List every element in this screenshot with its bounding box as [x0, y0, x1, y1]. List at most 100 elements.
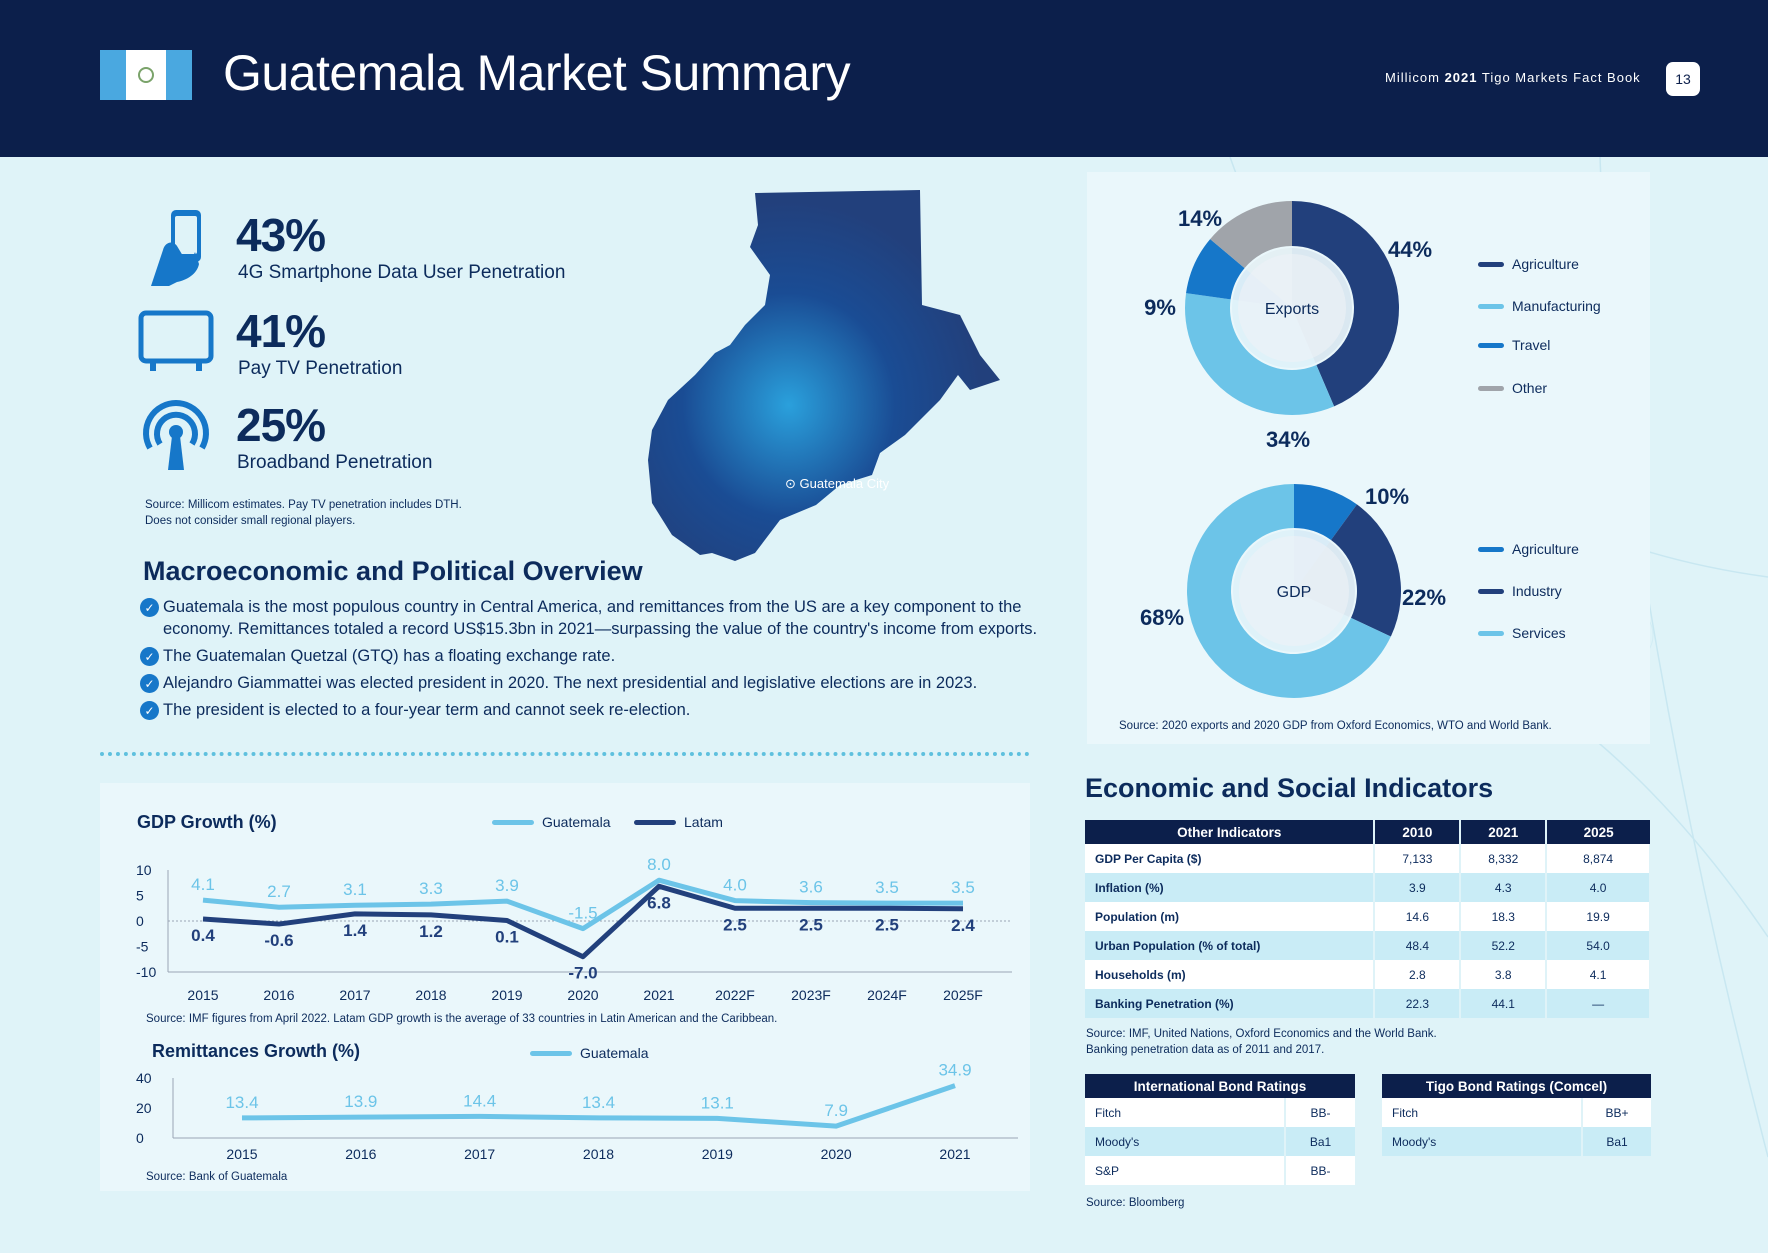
econ-source: Source: IMF, United Nations, Oxford Econ… [1086, 1028, 1437, 1056]
col-header-2025: 2025 [1546, 820, 1650, 844]
table-cell: 4.1 [1546, 960, 1651, 989]
table-row: GDP Per Capita ($) 7,133 8,332 8,874 [1085, 844, 1651, 873]
table-cell: 54.0 [1546, 931, 1651, 960]
remit-chart-title: Remittances Growth (%) [152, 1041, 361, 1061]
exports-legend-agriculture: Agriculture [1478, 256, 1579, 272]
y-tick-label: -5 [136, 939, 149, 955]
data-label: 6.8 [647, 893, 671, 912]
data-label: -7.0 [568, 964, 597, 983]
broadband-antenna-icon [143, 400, 209, 470]
table-cell: 48.4 [1374, 931, 1462, 960]
x-tick-label: 2018 [583, 1146, 614, 1160]
table-cell: Households (m) [1085, 960, 1376, 989]
data-label: 3.5 [951, 878, 975, 897]
gdp-growth-chart: 10 5 0 -5 -10 2015 2016 2017 2018 2019 2020 2021 202… [136, 855, 1012, 1003]
x-tick-label: 2025F [943, 987, 983, 1003]
tv-icon [138, 310, 214, 371]
donut-value-label: 68% [1140, 605, 1184, 630]
tigo-bond-title: Tigo Bond Ratings (Comcel) [1382, 1074, 1651, 1098]
exports-legend-manufacturing: Manufacturing [1478, 298, 1601, 314]
x-tick-label: 2016 [345, 1146, 376, 1160]
donut-value-label: 22% [1402, 585, 1446, 610]
donut-center [1238, 254, 1346, 362]
x-tick-label: 2017 [339, 987, 370, 1003]
table-cell: 8,874 [1546, 844, 1651, 873]
data-label: 13.4 [582, 1093, 615, 1112]
donut-value-label: 44% [1388, 237, 1432, 262]
gdp-chart-title: GDP Growth (%) [137, 812, 277, 832]
table-cell: 4.0 [1546, 873, 1651, 902]
table-row: Banking Penetration (%) 22.3 44.1— [1085, 989, 1651, 1018]
guatemala-flag-icon [100, 50, 192, 100]
table-row: Households (m) 2.8 3.8 4.1 [1085, 960, 1651, 989]
check-icon: ✓ [140, 647, 159, 666]
table-cell: Fitch [1085, 1098, 1286, 1127]
x-tick-label: 2018 [415, 987, 446, 1003]
data-label: 2.7 [267, 882, 291, 901]
remit-legend-guatemala: Guatemala [530, 1045, 648, 1061]
data-label: 2.4 [951, 916, 975, 935]
col-header-2021: 2021 [1460, 820, 1548, 844]
table-cell: BB- [1285, 1098, 1355, 1127]
data-label: 3.6 [799, 878, 823, 897]
kpi-label-broadband: Broadband Penetration [237, 452, 433, 473]
data-label: -1.5 [568, 904, 597, 923]
page-title: Guatemala Market Summary [223, 45, 851, 101]
check-icon: ✓ [140, 701, 159, 720]
table-cell: Population (m) [1085, 902, 1376, 931]
map-city-label: ⊙ Guatemala City [785, 476, 890, 491]
data-label: 1.2 [419, 922, 443, 941]
table-cell: Moody's [1085, 1127, 1286, 1156]
bond-source: Source: Bloomberg [1086, 1197, 1185, 1209]
kpi-source-note: Source: Millicom estimates. Pay TV penet… [145, 499, 462, 527]
table-cell: Banking Penetration (%) [1085, 989, 1376, 1018]
list-item: ✓ The Guatemalan Quetzal (GTQ) has a floa… [140, 645, 1040, 667]
list-item: ✓ Guatemala is the most populous country… [140, 596, 1040, 640]
remittances-growth-chart: 40 20 0 2015 2016 2017 2018 2019 2020 2021 13.4 13.… [136, 1061, 1018, 1160]
table-cell: 18.3 [1460, 902, 1548, 931]
data-label: 0.4 [191, 926, 215, 945]
x-tick-label: 2020 [821, 1146, 852, 1160]
y-tick-label: 0 [136, 1130, 144, 1146]
gdp-legend-industry: Industry [1478, 583, 1562, 599]
econ-indicators-table: Other Indicators 2010 2021 2025 GDP Per … [1085, 820, 1651, 1018]
donut-slice-agriculture [1292, 201, 1399, 407]
data-label: 2.5 [723, 915, 747, 934]
y-tick-label: 0 [136, 913, 144, 929]
data-label: 3.3 [419, 879, 443, 898]
table-cell: Fitch [1382, 1098, 1583, 1127]
gdp-chart-source: Source: IMF figures from April 2022. Lat… [146, 1013, 778, 1025]
table-row: S&P BB- [1085, 1156, 1355, 1185]
data-label: 3.1 [343, 880, 367, 899]
x-tick-label: 2015 [187, 987, 218, 1003]
table-header-row: Tigo Bond Ratings (Comcel) [1382, 1074, 1651, 1098]
x-tick-label: 2024F [867, 987, 907, 1003]
table-header-row: Other Indicators 2010 2021 2025 [1085, 820, 1650, 844]
gdp-legend-services: Services [1478, 625, 1566, 641]
table-cell: 8,332 [1460, 844, 1548, 873]
x-tick-label: 2022F [715, 987, 755, 1003]
donut-title: GDP [1277, 584, 1312, 601]
data-label: 7.9 [824, 1101, 848, 1120]
exports-legend-travel: Travel [1478, 337, 1550, 353]
x-tick-label: 2017 [464, 1146, 495, 1160]
table-row: Population (m) 14.6 18.3 19.9 [1085, 902, 1651, 931]
gdp-legend-latam: Latam [634, 814, 723, 830]
table-cell: 7,133 [1374, 844, 1462, 873]
col-header-2010: 2010 [1374, 820, 1462, 844]
table-cell: 4.3 [1460, 873, 1548, 902]
table-cell: BB- [1285, 1156, 1355, 1185]
donut-slice-services [1187, 484, 1391, 698]
table-cell: S&P [1085, 1156, 1286, 1185]
table-row: Urban Population (% of total) 48.4 52.2 54.… [1085, 931, 1651, 960]
x-tick-label: 2021 [939, 1146, 970, 1160]
guatemala-map [648, 190, 1000, 561]
y-tick-label: 40 [136, 1070, 152, 1086]
intl-bond-title: International Bond Ratings [1085, 1074, 1355, 1098]
kpi-label-smartphone: 4G Smartphone Data User Penetration [238, 262, 566, 283]
table-cell: 14.6 [1374, 902, 1462, 931]
data-label: 4.0 [723, 876, 747, 895]
donut-slice-agriculture [1294, 484, 1357, 541]
table-row: Moody's Ba1 [1085, 1127, 1355, 1156]
donut-slice-manufacturing [1185, 293, 1335, 415]
